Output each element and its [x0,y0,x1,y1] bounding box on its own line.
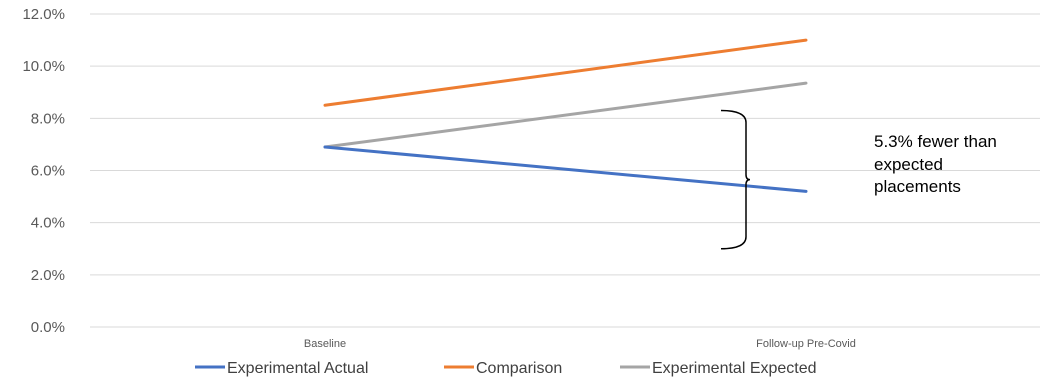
y-tick-label: 6.0% [31,163,65,180]
legend-label-experimental-actual: Experimental Actual [227,360,368,377]
legend-item-experimental-expected: Experimental Expected [620,360,817,377]
y-tick-label: 4.0% [31,215,65,232]
y-tick-label: 8.0% [31,110,65,127]
x-category-label: Baseline [304,338,346,350]
legend-label-experimental-expected: Experimental Expected [652,360,817,377]
gridlines [90,13,1040,328]
y-axis-ticks: 0.0% 2.0% 4.0% 6.0% 8.0% 10.0% 12.0% [22,6,65,336]
series-line-experimental-actual [323,145,808,193]
x-category-label: Follow-up Pre-Covid [756,338,856,350]
legend-item-comparison: Comparison [444,360,562,377]
annotation-line-2: expected [874,155,943,174]
y-tick-label: 0.0% [31,319,65,336]
y-tick-label: 12.0% [22,6,65,23]
series-line-experimental-expected [323,81,808,149]
legend: Experimental Actual Comparison Experimen… [195,360,817,377]
series-line-comparison [323,38,808,107]
annotation-bracket [720,109,751,250]
y-tick-label: 2.0% [31,267,65,284]
series-lines [323,38,808,193]
x-axis-categories: Baseline Follow-up Pre-Covid [304,338,856,350]
y-tick-label: 10.0% [22,58,65,75]
legend-item-experimental-actual: Experimental Actual [195,360,368,377]
annotation: 5.3% fewer than expected placements [720,109,997,250]
annotation-line-3: placements [874,177,961,196]
legend-label-comparison: Comparison [476,360,562,377]
annotation-line-1: 5.3% fewer than [874,132,997,151]
